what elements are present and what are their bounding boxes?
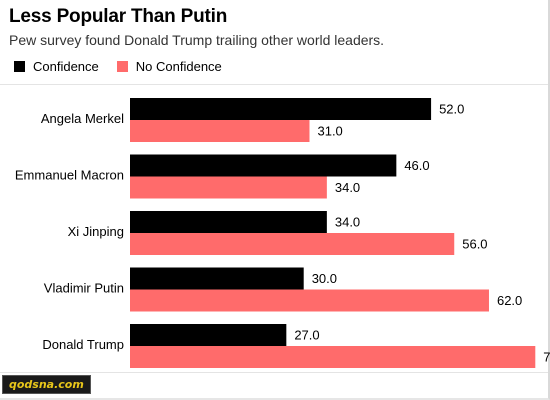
category-label-donald-trump: Donald Trump: [42, 337, 124, 352]
category-label-emmanuel-macron: Emmanuel Macron: [15, 168, 124, 183]
legend-label-confidence: Confidence: [33, 58, 99, 74]
legend-swatch-confidence: [14, 60, 25, 72]
value-label-confidence-xi-jinping: 34.0: [335, 215, 360, 230]
value-label-confidence-emmanuel-macron: 46.0: [404, 158, 429, 173]
category-label-vladimir-putin: Vladimir Putin: [44, 281, 124, 296]
bar-confidence-vladimir-putin: [130, 267, 304, 290]
bar-no-confidence-angela-merkel: [130, 120, 310, 142]
bar-confidence-emmanuel-macron: [130, 154, 397, 177]
chart-title: Less Popular Than Putin: [9, 6, 228, 27]
value-label-confidence-angela-merkel: 52.0: [439, 102, 464, 117]
value-label-no-confidence-xi-jinping: 56.0: [462, 237, 487, 252]
chart-legend: Confidence No Confidence: [14, 58, 240, 74]
legend-item-no-confidence: No Confidence: [116, 58, 222, 74]
category-label-xi-jinping: Xi Jinping: [68, 224, 124, 239]
value-label-no-confidence-angela-merkel: 31.0: [317, 124, 342, 139]
value-label-no-confidence-vladimir-putin: 62.0: [497, 293, 522, 308]
legend-swatch-no-confidence: [116, 60, 128, 72]
header-divider: [0, 84, 548, 85]
bar-no-confidence-donald-trump: [130, 346, 536, 368]
value-label-no-confidence-donald-trump: 7: [543, 350, 550, 365]
legend-item-confidence: Confidence: [14, 59, 99, 74]
value-label-confidence-donald-trump: 27.0: [294, 328, 319, 343]
bar-no-confidence-emmanuel-macron: [130, 176, 327, 199]
bar-confidence-xi-jinping: [130, 211, 327, 233]
bar-confidence-angela-merkel: [130, 98, 432, 120]
bar-confidence-donald-trump: [130, 324, 287, 346]
bar-no-confidence-xi-jinping: [130, 233, 455, 255]
legend-label-no-confidence: No Confidence: [135, 58, 222, 74]
watermark-logo: qodsna.com: [2, 375, 91, 394]
footer-divider: [0, 372, 548, 373]
bar-no-confidence-vladimir-putin: [130, 289, 489, 312]
value-label-no-confidence-emmanuel-macron: 34.0: [335, 180, 360, 195]
category-label-angela-merkel: Angela Merkel: [41, 111, 124, 126]
chart-subtitle: Pew survey found Donald Trump trailing o…: [9, 32, 385, 48]
value-label-confidence-vladimir-putin: 30.0: [312, 271, 337, 286]
